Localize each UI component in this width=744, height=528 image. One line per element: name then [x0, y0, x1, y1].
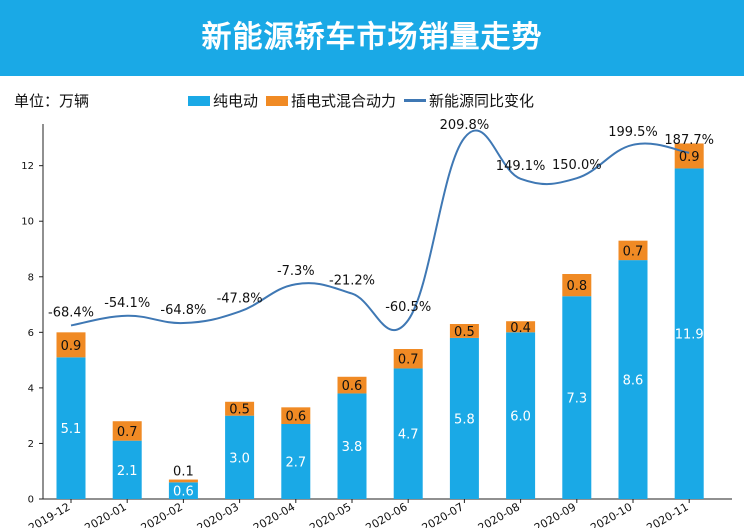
phev-value-label-1: 0.7: [117, 425, 138, 440]
phev-value-label-6: 0.7: [398, 353, 419, 368]
bar-phev-4: [281, 407, 311, 424]
bar-bev-5: [337, 393, 367, 499]
bev-value-label-7: 5.8: [454, 412, 475, 427]
bev-value-label-10: 8.6: [623, 374, 644, 389]
legend-label-yoy: 新能源同比变化: [429, 92, 535, 110]
bev-value-label-11: 11.9: [675, 328, 704, 343]
phev-value-label-0: 0.9: [61, 339, 82, 354]
unit-label: 单位：万辆: [14, 92, 90, 110]
bar-phev-5: [337, 376, 367, 394]
phev-value-label-11: 0.9: [679, 150, 700, 165]
phev-value-label-4: 0.6: [285, 410, 306, 425]
yoy-value-label-9: 150.0%: [552, 158, 602, 173]
x-tick-label-1: 2020-01: [82, 500, 128, 528]
x-tick-label-3: 2020-03: [195, 500, 241, 528]
yoy-value-label-2: -64.8%: [160, 303, 206, 318]
bar-phev-7: [449, 324, 479, 338]
y-tick-label-4: 8: [28, 272, 34, 283]
x-tick-label-4: 2020-04: [251, 500, 297, 528]
bev-value-label-2: 0.6: [173, 485, 194, 500]
bev-value-label-8: 6.0: [510, 410, 531, 425]
bar-bev-1: [112, 440, 142, 499]
y-tick-label-6: 12: [21, 161, 34, 172]
legend: 纯电动 插电式混合动力 新能源同比变化: [188, 90, 542, 111]
phev-value-label-8: 0.4: [510, 321, 531, 336]
chart-title: 新能源轿车市场销量走势: [201, 20, 543, 55]
bar-bev-11: [674, 168, 704, 499]
x-tick-label-7: 2020-07: [420, 500, 466, 528]
bar-phev-8: [506, 321, 536, 333]
bev-value-label-0: 5.1: [61, 422, 82, 437]
x-tick-label-6: 2020-06: [363, 500, 409, 528]
phev-value-label-10: 0.7: [623, 244, 644, 259]
legend-item-phev: 插电式混合动力: [266, 90, 396, 111]
yoy-value-label-5: -21.2%: [329, 274, 375, 289]
yoy-value-label-7: 209.8%: [440, 118, 490, 133]
legend-label-bev: 纯电动: [213, 92, 259, 110]
legend-swatch-yoy: [404, 99, 427, 102]
y-tick-label-2: 4: [28, 383, 34, 394]
bar-bev-10: [618, 260, 648, 499]
bar-bev-2: [168, 482, 198, 499]
bar-phev-9: [562, 274, 592, 297]
bev-value-label-6: 4.7: [398, 428, 419, 443]
phev-value-label-5: 0.6: [342, 379, 363, 394]
legend-label-phev: 插电式混合动力: [291, 92, 397, 110]
y-tick-label-1: 2: [28, 439, 34, 450]
bar-phev-0: [56, 332, 86, 358]
bar-bev-0: [56, 357, 86, 499]
yoy-value-label-1: -54.1%: [104, 296, 150, 311]
bar-bev-4: [281, 424, 311, 499]
bar-phev-1: [112, 421, 142, 441]
bev-value-label-3: 3.0: [229, 451, 250, 466]
yoy-value-label-0: -68.4%: [48, 305, 94, 320]
title-banner: [0, 0, 744, 76]
x-tick-label-8: 2020-08: [476, 500, 522, 528]
bar-bev-8: [506, 332, 536, 499]
bar-bev-3: [225, 415, 255, 499]
legend-swatch-bev: [188, 95, 210, 106]
bar-phev-11: [674, 143, 704, 169]
legend-item-yoy: 新能源同比变化: [404, 90, 534, 111]
bev-value-label-4: 2.7: [285, 456, 306, 471]
yoy-value-label-6: -60.5%: [385, 300, 431, 315]
bev-value-label-5: 3.8: [342, 440, 363, 455]
yoy-value-label-4: -7.3%: [277, 264, 315, 279]
legend-swatch-phev: [266, 95, 289, 106]
bar-bev-6: [393, 368, 423, 499]
phev-value-label-9: 0.8: [566, 279, 587, 294]
legend-item-bev: 纯电动: [188, 90, 258, 111]
phev-value-label-7: 0.5: [454, 325, 475, 340]
bar-bev-7: [449, 337, 479, 499]
yoy-value-label-11: 187.7%: [664, 133, 714, 148]
yoy-line: [70, 129, 690, 331]
yoy-value-label-8: 149.1%: [496, 159, 546, 174]
bar-phev-3: [225, 401, 255, 416]
x-tick-label-9: 2020-09: [532, 500, 578, 528]
phev-value-label-2: 0.1: [173, 465, 194, 480]
x-tick-label-10: 2020-10: [588, 500, 634, 528]
bar-phev-10: [618, 240, 648, 261]
bar-bev-9: [562, 296, 592, 499]
phev-value-label-3: 0.5: [229, 403, 250, 418]
x-tick-label-2: 2020-02: [139, 500, 185, 528]
bev-value-label-1: 2.1: [117, 464, 138, 479]
yoy-value-label-3: -47.8%: [217, 292, 263, 307]
bar-phev-2: [168, 479, 198, 483]
y-tick-label-5: 10: [21, 217, 34, 228]
bar-phev-6: [393, 349, 423, 369]
yoy-value-label-10: 199.5%: [608, 125, 658, 140]
y-tick-label-3: 6: [28, 328, 34, 339]
bev-value-label-9: 7.3: [566, 392, 587, 407]
x-tick-label-11: 2020-11: [644, 500, 690, 528]
y-tick-label-0: 0: [28, 495, 34, 506]
x-tick-label-5: 2020-05: [307, 500, 353, 528]
